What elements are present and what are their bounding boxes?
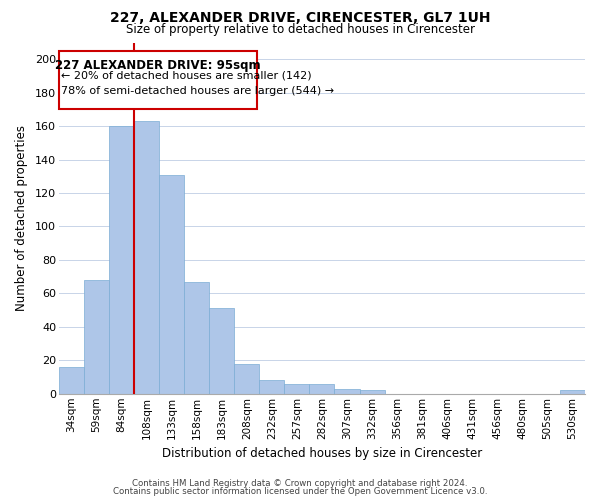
Text: 227, ALEXANDER DRIVE, CIRENCESTER, GL7 1UH: 227, ALEXANDER DRIVE, CIRENCESTER, GL7 1… xyxy=(110,11,490,25)
Bar xyxy=(209,308,234,394)
Bar xyxy=(560,390,585,394)
Text: ← 20% of detached houses are smaller (142): ← 20% of detached houses are smaller (14… xyxy=(61,71,312,81)
Bar xyxy=(159,174,184,394)
Text: Size of property relative to detached houses in Cirencester: Size of property relative to detached ho… xyxy=(125,22,475,36)
Bar xyxy=(359,390,385,394)
Bar xyxy=(284,384,310,394)
Text: 227 ALEXANDER DRIVE: 95sqm: 227 ALEXANDER DRIVE: 95sqm xyxy=(55,59,260,72)
Bar xyxy=(334,388,359,394)
Bar xyxy=(310,384,334,394)
Text: 78% of semi-detached houses are larger (544) →: 78% of semi-detached houses are larger (… xyxy=(61,86,334,96)
Bar xyxy=(259,380,284,394)
Text: Contains HM Land Registry data © Crown copyright and database right 2024.: Contains HM Land Registry data © Crown c… xyxy=(132,478,468,488)
Bar xyxy=(234,364,259,394)
Bar xyxy=(59,51,257,110)
Y-axis label: Number of detached properties: Number of detached properties xyxy=(15,125,28,311)
Bar xyxy=(84,280,109,394)
Bar xyxy=(109,126,134,394)
Text: Contains public sector information licensed under the Open Government Licence v3: Contains public sector information licen… xyxy=(113,487,487,496)
X-axis label: Distribution of detached houses by size in Cirencester: Distribution of detached houses by size … xyxy=(162,447,482,460)
Bar xyxy=(59,367,84,394)
Bar xyxy=(134,121,159,394)
Bar xyxy=(184,282,209,394)
